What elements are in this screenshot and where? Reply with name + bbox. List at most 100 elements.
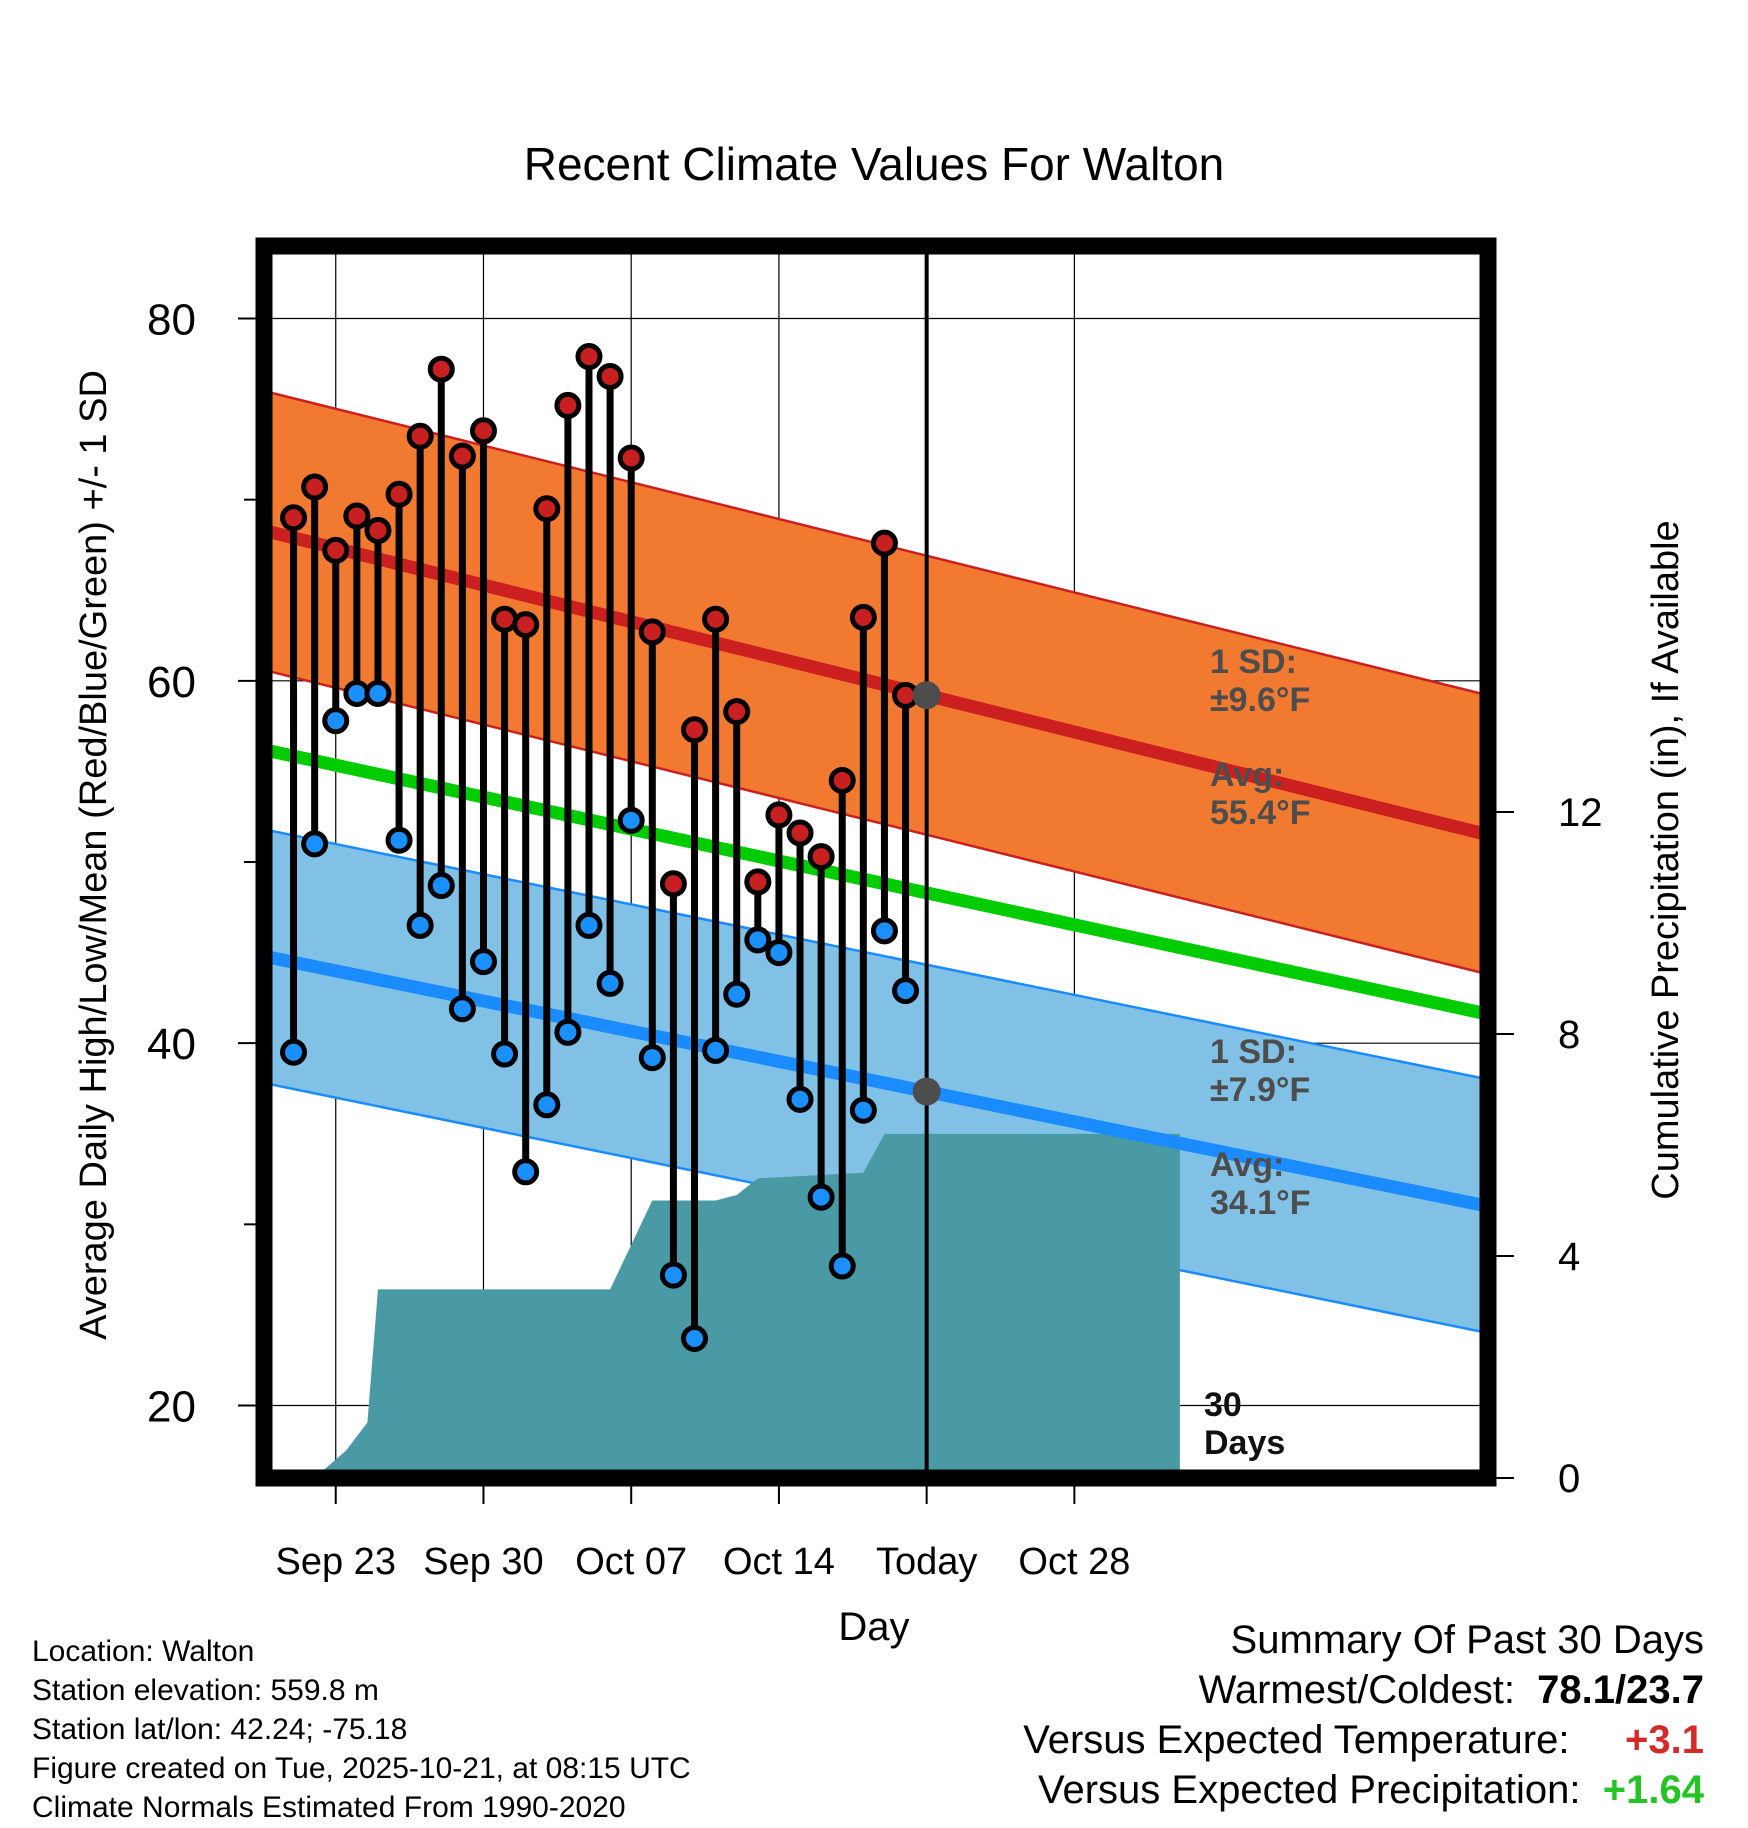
daily-high-point bbox=[385, 480, 413, 508]
daily-high-point bbox=[828, 766, 856, 794]
daily-high-point bbox=[280, 504, 308, 532]
daily-low-point bbox=[744, 926, 772, 954]
elevation-text: Station elevation: 559.8 m bbox=[32, 1674, 379, 1707]
summary-warm-cold: Warmest/Coldest: 78.1/23.7 bbox=[1023, 1668, 1704, 1718]
daily-low-point bbox=[596, 969, 624, 997]
days-label: 30 Days bbox=[1204, 1386, 1285, 1462]
days-label-line: 30 bbox=[1204, 1386, 1242, 1424]
daily-high-point bbox=[617, 444, 645, 472]
location-text: Location: Walton bbox=[32, 1635, 255, 1668]
daily-high-point bbox=[427, 355, 455, 383]
daily-high-point bbox=[575, 343, 603, 371]
y-tick-label: 80 bbox=[147, 295, 196, 344]
temp-anomaly-value: +3.1 bbox=[1625, 1718, 1704, 1762]
x-tick-label: Sep 23 bbox=[276, 1541, 396, 1583]
axes: Sep 23 Sep 30 Oct 07 Oct 14 Today Oct 28 20 40 6… bbox=[147, 237, 1603, 1583]
precip-anomaly-label: Versus Expected Precipitation: bbox=[1038, 1768, 1581, 1812]
daily-high-point bbox=[406, 422, 434, 450]
daily-low-point bbox=[807, 1183, 835, 1211]
y2-tick-label: 12 bbox=[1558, 791, 1603, 835]
daily-high-point bbox=[533, 495, 561, 523]
daily-high-point bbox=[638, 618, 666, 646]
y-tick-label: 60 bbox=[147, 658, 196, 707]
daily-high-point bbox=[364, 516, 392, 544]
high-sd-label: 1 SD: ±9.6°F bbox=[1210, 643, 1310, 719]
low-avg-label-line: 34.1°F bbox=[1210, 1184, 1311, 1222]
daily-high-point bbox=[448, 442, 476, 470]
daily-low-point bbox=[512, 1158, 540, 1186]
daily-low-point bbox=[364, 680, 392, 708]
daily-low-point bbox=[427, 872, 455, 900]
daily-low-point bbox=[828, 1252, 856, 1280]
daily-low-point bbox=[533, 1091, 561, 1119]
normal-high-line bbox=[264, 524, 1488, 842]
daily-low-point bbox=[638, 1044, 666, 1072]
high-avg-label-line: Avg: bbox=[1210, 756, 1284, 794]
summary-temp: Versus Expected Temperature: +3.1 bbox=[1023, 1718, 1704, 1768]
y-tick-label: 40 bbox=[147, 1020, 196, 1069]
temp-anomaly-label: Versus Expected Temperature: bbox=[1023, 1718, 1570, 1762]
y-axis-label: Average Daily High/Low/Mean (Red/Blue/Gr… bbox=[73, 370, 115, 1340]
high-avg-marker bbox=[912, 681, 941, 710]
daily-low-point bbox=[280, 1038, 308, 1066]
high-avg-label-line: 55.4°F bbox=[1210, 794, 1311, 832]
x-tick-label: Sep 30 bbox=[423, 1541, 543, 1583]
daily-high-point bbox=[322, 536, 350, 564]
precip-anomaly-value: +1.64 bbox=[1602, 1768, 1704, 1812]
low-sd-label: 1 SD: ±7.9°F bbox=[1210, 1033, 1310, 1109]
daily-high-point bbox=[807, 843, 835, 871]
low-avg-label: Avg: 34.1°F bbox=[1210, 1146, 1311, 1222]
normal-mean-line bbox=[264, 743, 1488, 1021]
days-label-line: Days bbox=[1204, 1424, 1285, 1462]
summary-title: Summary Of Past 30 Days bbox=[1230, 1618, 1704, 1662]
daily-low-point bbox=[575, 911, 603, 939]
x-tick-label: Oct 14 bbox=[723, 1541, 835, 1583]
daily-low-point bbox=[892, 977, 920, 1005]
daily-high-point bbox=[512, 611, 540, 639]
daily-high-point bbox=[491, 605, 519, 633]
x-axis-label: Day bbox=[838, 1605, 909, 1649]
x-tick-label: Oct 07 bbox=[575, 1541, 687, 1583]
daily-low-point bbox=[849, 1096, 877, 1124]
x-tick-label: Oct 28 bbox=[1018, 1541, 1130, 1583]
daily-low-point bbox=[448, 995, 476, 1023]
daily-high-point bbox=[681, 716, 709, 744]
daily-low-point bbox=[681, 1324, 709, 1352]
precip-area bbox=[314, 1133, 1180, 1478]
y2-tick-label: 8 bbox=[1558, 1013, 1580, 1057]
low-avg-label-line: Avg: bbox=[1210, 1146, 1284, 1184]
daily-high-point bbox=[786, 819, 814, 847]
daily-high-point bbox=[301, 473, 329, 501]
summary-panel: Summary Of Past 30 Days Warmest/Coldest:… bbox=[1023, 1618, 1704, 1818]
high-sd-label-line: 1 SD: bbox=[1210, 643, 1297, 681]
daily-high-point bbox=[469, 417, 497, 445]
daily-low-point bbox=[765, 939, 793, 967]
daily-low-point bbox=[491, 1040, 519, 1068]
y-tick-label: 20 bbox=[147, 1383, 196, 1432]
daily-low-point bbox=[406, 911, 434, 939]
daily-low-point bbox=[554, 1018, 582, 1046]
x-tick-label: Today bbox=[876, 1541, 977, 1583]
low-avg-marker bbox=[912, 1077, 941, 1106]
daily-high-point bbox=[702, 605, 730, 633]
warm-cold-label: Warmest/Coldest: bbox=[1198, 1668, 1515, 1712]
daily-low-point bbox=[659, 1261, 687, 1289]
daily-low-point bbox=[786, 1085, 814, 1113]
summary-precip: Versus Expected Precipitation: +1.64 bbox=[1023, 1768, 1704, 1818]
daily-high-point bbox=[659, 870, 687, 898]
daily-low-point bbox=[301, 830, 329, 858]
plot-frame bbox=[255, 237, 1497, 1487]
high-sd-band-lower-edge bbox=[264, 668, 1488, 976]
chart-title: Recent Climate Values For Walton bbox=[524, 138, 1225, 190]
daily-low-point bbox=[385, 826, 413, 854]
daily-high-point bbox=[343, 502, 371, 530]
y2-tick-label: 4 bbox=[1558, 1235, 1580, 1279]
latlon-text: Station lat/lon: 42.24; -75.18 bbox=[32, 1713, 408, 1746]
created-text: Figure created on Tue, 2025-10-21, at 08… bbox=[32, 1752, 691, 1785]
daily-low-point bbox=[617, 806, 645, 834]
low-sd-band-upper-edge bbox=[264, 828, 1488, 1081]
daily-low-point bbox=[723, 980, 751, 1008]
daily-low-point bbox=[870, 917, 898, 945]
